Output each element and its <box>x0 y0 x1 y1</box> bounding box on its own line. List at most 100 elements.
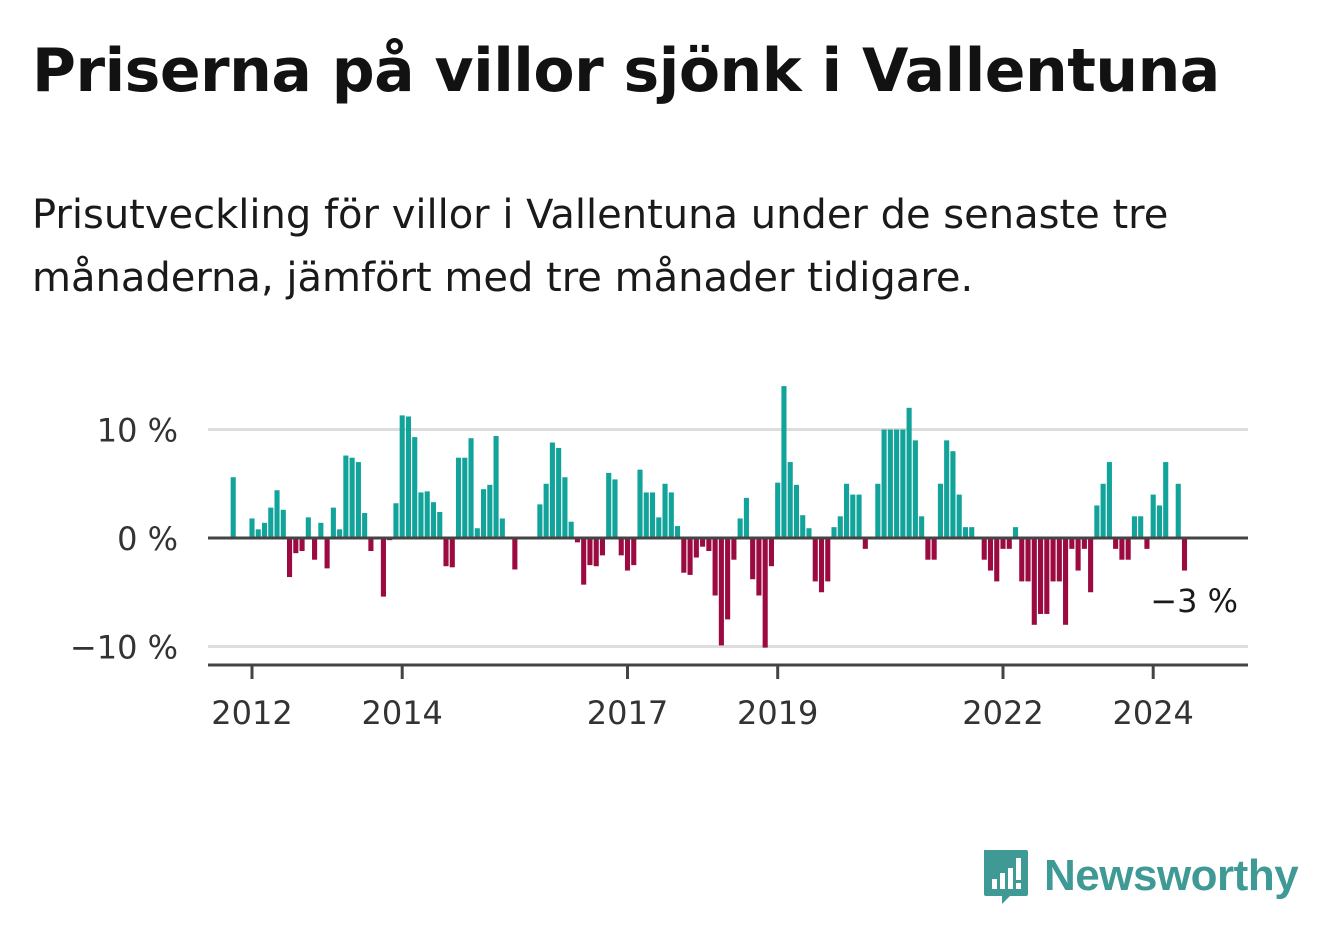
bar <box>900 429 906 538</box>
bar <box>474 528 480 539</box>
bar <box>706 538 712 552</box>
bar <box>856 494 862 538</box>
bar <box>1000 538 1006 549</box>
x-tick-label: 2017 <box>587 694 668 732</box>
bar <box>405 416 412 538</box>
x-tick-label: 2024 <box>1112 694 1193 732</box>
bar <box>681 538 687 573</box>
bar <box>618 538 624 556</box>
bar <box>843 483 850 538</box>
bar <box>1044 538 1050 614</box>
bar <box>806 528 812 539</box>
chart-title: Priserna på villor sjönk i Vallentuna <box>32 36 1220 106</box>
bar <box>850 494 856 538</box>
bar <box>1150 494 1156 538</box>
bar <box>637 469 643 538</box>
bar <box>981 538 987 560</box>
bar <box>362 513 368 538</box>
axis-labels: 10 % 0 % −10 % 2012 2014 2017 2019 2022 2024 −3 % <box>70 412 1238 733</box>
bar <box>750 538 756 580</box>
bar <box>599 538 606 556</box>
bar <box>800 515 806 539</box>
brand-name: Newsworthy <box>1044 851 1299 900</box>
bar <box>937 483 943 538</box>
bar <box>875 483 881 538</box>
bar <box>1125 538 1131 560</box>
bar <box>1119 538 1125 560</box>
y-tick-label: 10 % <box>97 412 178 450</box>
bar <box>818 538 825 593</box>
bar <box>1012 527 1019 538</box>
bar <box>881 429 887 538</box>
bar <box>230 477 236 538</box>
bar <box>912 440 918 538</box>
bar <box>1075 538 1081 571</box>
bar <box>624 538 631 571</box>
bar <box>581 538 587 585</box>
bar <box>568 521 574 538</box>
bar <box>606 472 612 538</box>
bar <box>768 538 774 567</box>
bar <box>1113 538 1119 549</box>
bar <box>324 538 330 569</box>
newsworthy-brand: Newsworthy <box>980 846 1299 906</box>
bar <box>1131 516 1137 538</box>
bar <box>318 522 324 538</box>
bar <box>330 507 336 538</box>
bar <box>424 491 430 538</box>
bar <box>631 538 637 566</box>
bar <box>587 538 593 566</box>
bar <box>731 538 737 560</box>
bar <box>1056 538 1062 582</box>
bar <box>712 538 718 596</box>
bar <box>1100 483 1106 538</box>
x-tick-label: 2014 <box>361 694 442 732</box>
bar <box>693 538 699 558</box>
bar <box>668 492 674 538</box>
bar <box>261 522 268 538</box>
bar <box>675 526 681 539</box>
bar <box>1144 538 1150 549</box>
bar <box>487 484 493 538</box>
bar <box>249 518 255 538</box>
bar <box>944 440 950 538</box>
x-tick-label: 2022 <box>962 694 1043 732</box>
bar <box>687 538 693 575</box>
bar <box>443 538 449 567</box>
bar <box>1050 538 1056 582</box>
bar <box>493 436 499 538</box>
bar <box>1163 462 1169 538</box>
bar <box>430 502 437 538</box>
bar <box>574 538 580 543</box>
bar <box>612 479 618 538</box>
bar <box>1088 538 1094 593</box>
x-tick-label: 2012 <box>211 694 292 732</box>
bar <box>412 437 418 539</box>
x-tick-label: 2019 <box>737 694 818 732</box>
bar <box>906 407 912 538</box>
bar <box>1175 483 1181 538</box>
chart-subtitle: Prisutveckling för villor i Vallentuna u… <box>32 192 1169 301</box>
axes <box>208 536 1248 679</box>
bar <box>925 538 931 560</box>
bar <box>380 538 386 597</box>
bar <box>280 509 286 538</box>
bar <box>725 538 731 620</box>
bar <box>562 477 568 538</box>
bar <box>762 538 768 648</box>
bar <box>643 492 649 538</box>
bar <box>1106 462 1112 538</box>
bar <box>919 516 925 538</box>
bar <box>368 538 374 552</box>
bar <box>268 507 274 538</box>
bar <box>418 492 424 538</box>
bar <box>887 429 893 538</box>
bar <box>1094 505 1100 538</box>
bar <box>894 429 900 538</box>
bar <box>931 538 937 560</box>
bar <box>718 538 724 646</box>
grid-lines <box>208 428 1248 648</box>
bar <box>393 503 399 538</box>
bar <box>700 538 706 547</box>
bar <box>793 484 800 538</box>
